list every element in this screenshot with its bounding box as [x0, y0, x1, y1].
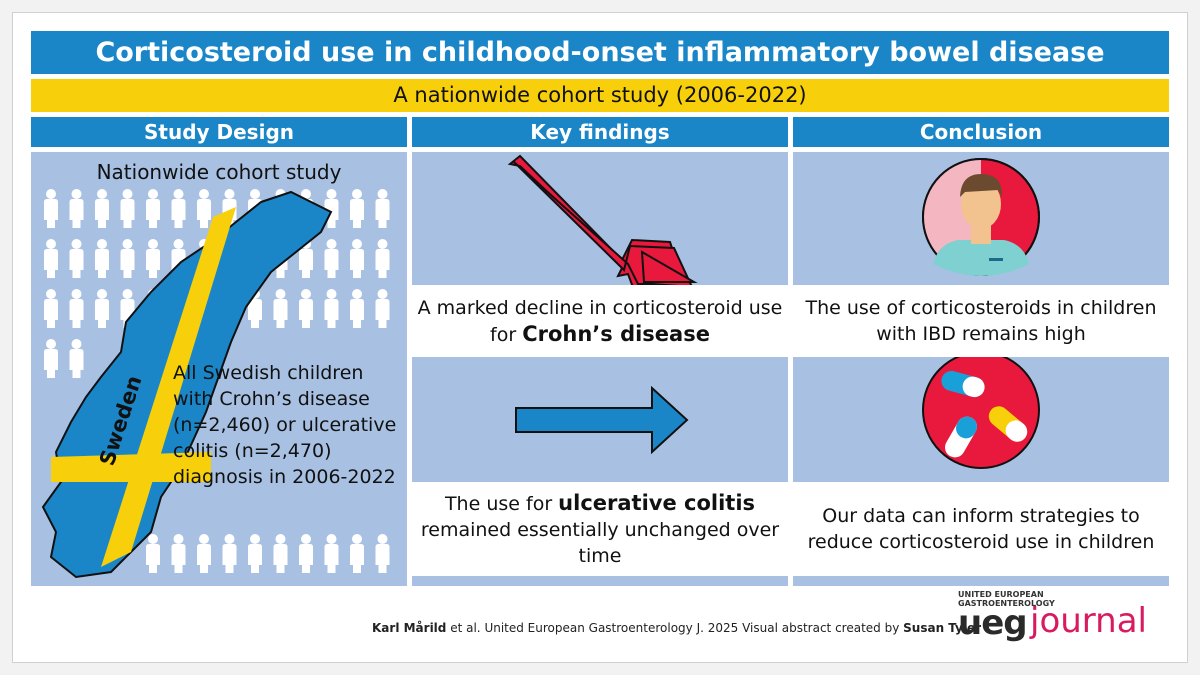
findings-graphics [507, 154, 698, 455]
person-icon [44, 339, 58, 378]
conclusion-panel: The use of corticosteroids in children w… [793, 152, 1169, 586]
person-icon [273, 534, 288, 573]
person-icon [146, 239, 160, 278]
finding-crohns: A marked decline in corticosteroid use f… [412, 285, 788, 357]
column-header-conclusion: Conclusion [793, 117, 1169, 147]
person-icon [350, 189, 364, 228]
person-icon [120, 189, 135, 228]
finding-crohns-text: A marked decline in corticosteroid use f… [417, 296, 783, 346]
person-icon [44, 289, 58, 328]
finding-uc-text-post: remained essentially unchanged over time [420, 518, 780, 567]
person-icon [375, 534, 390, 573]
person-icon [95, 239, 109, 278]
person-icon [350, 239, 364, 278]
logo-organization: UNITED EUROPEAN GASTROENTEROLOGY [958, 590, 1055, 608]
design-heading: Nationwide cohort study [96, 160, 342, 184]
logo-ueg: ueg [958, 603, 1028, 643]
person-icon [375, 239, 390, 278]
person-icon [171, 534, 186, 573]
pills-icon [922, 351, 1040, 469]
footer-credit: Karl Mårild et al. United European Gastr… [372, 621, 981, 635]
population-figures: Sweden [41, 189, 390, 579]
ueg-journal-logo: UNITED EUROPEAN GASTROENTEROLOGY ueg jou… [958, 590, 1168, 640]
person-icon [299, 534, 313, 573]
person-icon [69, 189, 84, 228]
study-design-panel: Nationwide cohort study Sweden All Swedi… [31, 152, 407, 586]
finding-crohns-bold: Crohn’s disease [522, 321, 710, 346]
footer-author: Karl Mårild [372, 621, 447, 635]
person-icon [248, 534, 262, 573]
person-icon [146, 534, 160, 573]
key-findings-panel: A marked decline in corticosteroid use f… [412, 152, 788, 586]
person-icon [69, 239, 84, 278]
decline-arrow-icon [507, 154, 698, 292]
conclusion-graphics [922, 158, 1040, 469]
conclusion-first: The use of corticosteroids in children w… [793, 285, 1169, 357]
right-arrow-icon [515, 385, 689, 455]
finding-uc: The use for ulcerative colitis remained … [412, 482, 788, 576]
design-description: All Swedish children with Crohn’s diseas… [173, 362, 397, 488]
sweden-map-icon [41, 190, 333, 579]
person-icon [44, 239, 58, 278]
footer-creator: Susan Tyler [903, 621, 982, 635]
person-icon [324, 534, 339, 573]
person-icon [171, 189, 186, 228]
person-icon [222, 534, 237, 573]
page-title: Corticosteroid use in childhood-onset in… [31, 31, 1169, 74]
person-icon [120, 239, 135, 278]
person-icon [197, 189, 211, 228]
column-header-key-findings: Key findings [412, 117, 788, 147]
finding-uc-text-pre: The use for [444, 492, 553, 515]
person-icon [44, 189, 58, 228]
logo-journal: journal [1030, 601, 1148, 641]
person-icon [324, 289, 339, 328]
person-icon [146, 189, 160, 228]
person-icon [197, 534, 211, 573]
doctor-icon [922, 158, 1040, 276]
person-icon [375, 189, 390, 228]
person-icon [324, 239, 339, 278]
page-subtitle: A nationwide cohort study (2006-2022) [31, 79, 1169, 112]
person-icon [69, 339, 84, 378]
person-icon [299, 289, 313, 328]
person-icon [69, 289, 84, 328]
finding-uc-bold: ulcerative colitis [558, 490, 756, 515]
person-icon [375, 289, 390, 328]
column-header-study-design: Study Design [31, 117, 407, 147]
person-icon [273, 289, 288, 328]
person-icon [95, 289, 109, 328]
footer-citation: et al. United European Gastroenterology … [450, 621, 900, 635]
person-icon [324, 189, 339, 228]
person-icon [350, 289, 364, 328]
conclusion-second: Our data can inform strategies to reduce… [793, 482, 1169, 576]
person-icon [95, 189, 109, 228]
person-icon [350, 534, 364, 573]
